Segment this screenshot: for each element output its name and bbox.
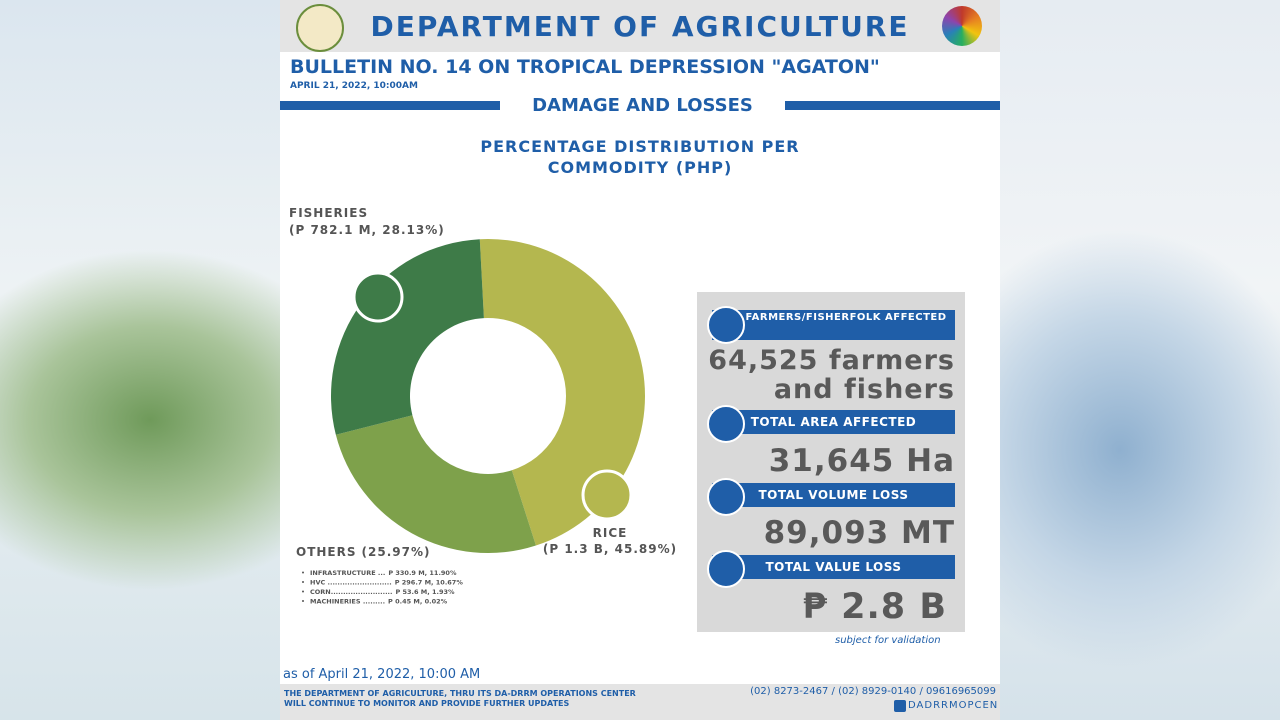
category-label: FISHERIES	[289, 206, 368, 220]
section-title: DAMAGE AND LOSSES	[532, 95, 753, 116]
breakdown-label: INFRASTRUCTURE ...	[310, 569, 385, 577]
breakdown-detail: P 53.6 M, 1.93%	[395, 588, 455, 596]
stat-label: TOTAL VALUE LOSS	[712, 555, 955, 579]
breakdown-item: HVC .......................... P 296.7 M,…	[310, 579, 463, 587]
background-right	[1000, 0, 1280, 720]
stat-icon	[707, 550, 745, 588]
section-rule	[280, 101, 500, 110]
value-label: (25.97%)	[362, 545, 431, 559]
logo	[942, 6, 982, 46]
stat-value: 64,525 farmers and fishers	[708, 345, 955, 405]
donut-chart: RICE (P 1.3 B, 45.89%) OTHERS (25.97%) FISHE…	[289, 206, 677, 606]
infographic: DEPARTMENT OF AGRICULTURE BULLETIN NO. 1…	[280, 0, 1000, 720]
stat-icon	[707, 478, 745, 516]
background-left	[0, 0, 280, 720]
value-label: (P 1.3 B, 45.89%)	[543, 542, 677, 556]
value-label: (P 782.1 M, 28.13%)	[289, 223, 445, 237]
stat-label: TOTAL VOLUME LOSS	[712, 483, 955, 507]
stat-value: 89,093 MT	[763, 515, 955, 551]
stats-panel: FARMERS/FISHERFOLK AFFECTED 64,525 farme…	[697, 292, 965, 632]
category-name: RICE	[593, 526, 628, 540]
stat-label: FARMERS/FISHERFOLK AFFECTED	[712, 310, 955, 340]
bulletin-date: APRIL 21, 2022, 10:00AM	[290, 81, 418, 91]
section-rule	[785, 101, 1000, 110]
donut-segment	[479, 239, 646, 546]
breakdown-item: MACHINERIES ......... P 0.45 M, 0.02%	[310, 598, 448, 606]
category-name: OTHERS	[296, 545, 357, 559]
stat-icon	[707, 405, 745, 443]
commodity-icon	[581, 469, 633, 521]
breakdown-item: INFRASTRUCTURE ... P 330.9 M, 11.90%	[310, 569, 457, 577]
note: subject for validation	[835, 635, 941, 646]
donut-segment	[335, 415, 536, 553]
bulletin-title: BULLETIN NO. 14 ON TROPICAL DEPRESSION "…	[290, 56, 880, 78]
stat-icon	[707, 306, 745, 344]
donut-segment	[331, 239, 484, 435]
chart-title: PERCENTAGE DISTRIBUTION PER COMMODITY (P…	[480, 137, 800, 177]
bullet	[302, 571, 304, 574]
commodity-icon	[352, 271, 404, 323]
footer-message: THE DEPARTMENT OF AGRICULTURE, THRU ITS …	[284, 689, 636, 708]
footer-band	[280, 684, 1000, 720]
breakdown-detail: P 330.9 M, 11.90%	[388, 569, 457, 577]
header-band	[280, 0, 1000, 52]
bullet	[302, 600, 304, 602]
stat-label: TOTAL AREA AFFECTED	[712, 410, 955, 434]
breakdown-label: MACHINERIES .........	[310, 598, 385, 606]
breakdown-item: CORN......................... P 53.6 M, 1…	[310, 588, 455, 596]
category-label: OTHERS (25.97%)	[296, 545, 430, 559]
footer-facebook: DADRRMOPCEN	[908, 700, 999, 711]
header-title: DEPARTMENT OF AGRICULTURE	[370, 10, 910, 43]
facebook-icon	[894, 700, 906, 712]
category-label: RICE	[593, 526, 628, 540]
stat-value: ₱ 2.8 B	[802, 587, 947, 627]
footer-phones: (02) 8273-2467 / (02) 8929-0140 / 096169…	[750, 686, 996, 697]
category-name: FISHERIES	[289, 206, 368, 220]
as-of: as of April 21, 2022, 10:00 AM	[283, 667, 481, 682]
bullet	[302, 581, 304, 583]
stat-value: 31,645 Ha	[768, 443, 955, 479]
bullet	[302, 590, 304, 593]
breakdown-detail: P 0.45 M, 0.02%	[388, 598, 448, 606]
breakdown-detail: P 296.7 M, 10.67%	[395, 579, 464, 587]
logo	[296, 4, 344, 52]
breakdown-label: CORN.........................	[310, 588, 392, 596]
breakdown-label: HVC ..........................	[310, 579, 392, 587]
